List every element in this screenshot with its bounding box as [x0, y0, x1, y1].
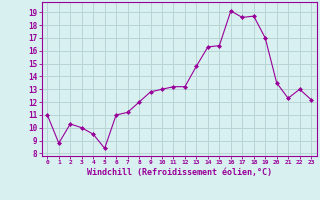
X-axis label: Windchill (Refroidissement éolien,°C): Windchill (Refroidissement éolien,°C) [87, 168, 272, 177]
